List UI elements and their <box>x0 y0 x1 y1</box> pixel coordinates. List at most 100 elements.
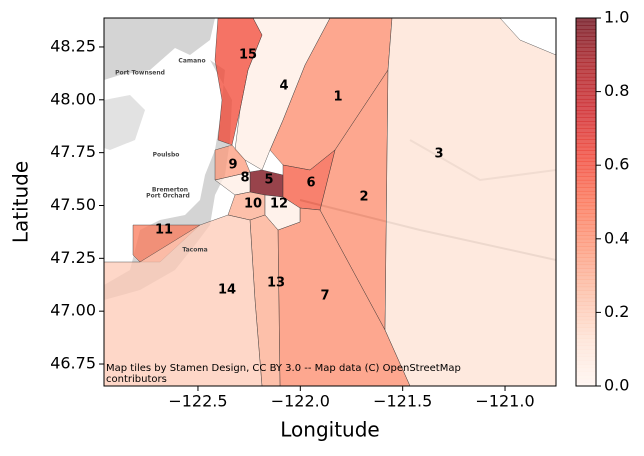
colorbar-swatch <box>576 382 596 387</box>
colorbar-swatch <box>576 113 596 118</box>
colorbar-swatch <box>576 268 596 273</box>
regions <box>104 18 556 386</box>
region-label: 11 <box>155 223 173 238</box>
colorbar-swatch <box>576 69 596 74</box>
colorbar-swatch <box>576 128 596 133</box>
colorbar-swatch <box>576 18 596 23</box>
region-label: 14 <box>218 283 236 298</box>
colorbar-swatch <box>576 286 596 291</box>
colorbar-swatch <box>576 319 596 324</box>
colorbar-tick-label: 0.8 <box>604 81 629 100</box>
colorbar-swatch <box>576 117 596 122</box>
colorbar-swatch <box>576 308 596 313</box>
colorbar-swatch <box>576 349 596 354</box>
basemap-label: Tacoma <box>182 247 207 254</box>
colorbar-tick-label: 0.2 <box>604 302 629 321</box>
colorbar-swatch <box>576 172 596 177</box>
y-tick-label: 47.75 <box>50 142 96 161</box>
region-label: 7 <box>320 289 329 304</box>
colorbar-swatch <box>576 76 596 82</box>
colorbar-tick-label: 0.6 <box>604 155 629 174</box>
colorbar-swatch <box>576 62 596 67</box>
colorbar-tick-label: 0.4 <box>604 228 629 247</box>
basemap-labels: Port Townsend Camano Poulsbo BremertonPort … <box>115 58 208 254</box>
colorbar-swatch <box>576 275 596 280</box>
colorbar-swatch <box>576 29 596 34</box>
colorbar-swatch <box>576 40 596 45</box>
region-label: 12 <box>270 197 288 212</box>
colorbar-swatch <box>576 282 596 288</box>
region-label: 9 <box>228 158 237 173</box>
colorbar-swatch <box>576 301 596 306</box>
colorbar-swatch <box>576 179 596 185</box>
region-label: 8 <box>240 171 249 186</box>
region <box>214 18 263 146</box>
colorbar-swatch <box>576 360 596 365</box>
colorbar-swatch <box>576 279 596 284</box>
x-tick-label: −121.0 <box>475 392 534 411</box>
colorbar-swatch <box>576 54 596 59</box>
colorbar-swatch <box>576 143 596 148</box>
region <box>214 144 251 181</box>
x-axis-label: Longitude <box>280 418 379 442</box>
colorbar-swatch <box>576 132 596 137</box>
colorbar-swatch <box>576 224 596 229</box>
colorbar-swatch <box>576 157 596 163</box>
colorbar-swatch <box>576 209 596 214</box>
colorbar-swatch <box>576 106 596 111</box>
colorbar-swatch <box>576 235 596 240</box>
colorbar-swatch <box>576 294 596 299</box>
colorbar-swatch <box>576 363 596 369</box>
colorbar-swatch <box>576 374 596 380</box>
colorbar-swatch <box>576 32 596 37</box>
basemap-label: Port Townsend <box>115 70 165 77</box>
colorbar-swatch <box>576 305 596 310</box>
colorbar-swatch <box>576 327 596 332</box>
y-tick-label: 47.50 <box>50 195 96 214</box>
basemap-label: Poulsbo <box>153 152 180 159</box>
y-tick-label: 48.25 <box>50 36 96 55</box>
colorbar-swatch <box>576 121 596 126</box>
colorbar-swatch <box>576 312 596 317</box>
colorbar-swatch <box>576 205 596 210</box>
colorbar-swatch <box>576 271 596 277</box>
colorbar-swatch <box>576 253 596 258</box>
x-tick-label: −121.5 <box>373 392 432 411</box>
colorbar-swatch <box>576 378 596 383</box>
colorbar-swatch <box>576 257 596 262</box>
colorbar-swatch <box>576 110 596 115</box>
y-tick-label: 46.75 <box>50 354 96 373</box>
region <box>384 18 556 386</box>
colorbar-swatch <box>576 264 596 269</box>
colorbar-swatch <box>576 21 596 26</box>
colorbar-swatch <box>576 139 596 144</box>
colorbar-swatch <box>576 98 596 104</box>
colorbar-swatch <box>576 260 596 266</box>
colorbar-swatch <box>576 65 596 71</box>
colorbar-swatch <box>576 316 596 321</box>
colorbar-swatch <box>576 146 596 151</box>
colorbar-swatch <box>576 352 596 358</box>
region-label: 2 <box>359 190 368 205</box>
region-label: 1 <box>333 90 342 105</box>
colorbar-swatch <box>576 124 596 129</box>
region-label: 15 <box>239 48 257 63</box>
colorbar-swatch <box>576 213 596 218</box>
colorbar-swatch <box>576 246 596 251</box>
attribution: contributors <box>106 374 167 385</box>
colorbar-swatch <box>576 154 596 159</box>
colorbar-swatch <box>576 242 596 247</box>
colorbar-swatch <box>576 135 596 140</box>
colorbar-swatch <box>576 341 596 347</box>
colorbar-swatch <box>576 176 596 181</box>
colorbar-swatch <box>576 91 596 96</box>
colorbar-swatch <box>576 290 596 295</box>
colorbar-swatch <box>576 73 596 78</box>
colorbar-swatch <box>576 150 596 155</box>
colorbar-swatch <box>576 297 596 302</box>
colorbar-swatch <box>576 356 596 361</box>
region <box>104 214 263 386</box>
colorbar-swatch <box>576 47 596 52</box>
colorbar-swatch <box>576 194 596 199</box>
colorbar-swatch <box>576 227 596 232</box>
